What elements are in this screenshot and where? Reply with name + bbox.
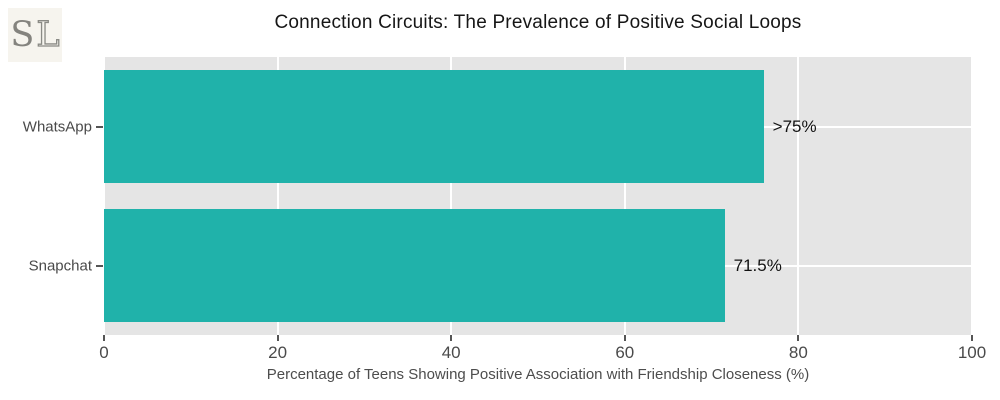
y-tick-label-snapchat: Snapchat [28,257,92,274]
logo-letter-s: S [10,14,35,55]
gridline-vertical [797,57,800,335]
y-axis-labels: WhatsApp Snapchat [0,57,92,335]
plot-area: >75% 71.5% [103,57,973,335]
x-tick-label: 100 [957,343,987,362]
x-tick-label: 60 [615,343,635,362]
x-tick-mark [797,335,800,341]
gridline-vertical [103,57,105,335]
y-tick-mark [96,125,103,128]
x-tick-label: 20 [268,343,288,362]
logo-letter-l: L [36,14,61,55]
y-tick-mark [96,264,103,267]
x-tick-mark [971,335,973,341]
gridline-vertical [276,57,279,335]
x-tick-label: 80 [788,343,808,362]
x-tick-mark [103,335,105,341]
bar-whatsapp [104,70,764,183]
y-axis-ticks [96,57,103,335]
gridline-vertical [623,57,626,335]
x-tick-label: 0 [99,343,109,362]
bar-value-label: 71.5% [733,255,782,275]
y-tick-label-whatsapp: WhatsApp [22,118,92,135]
x-axis-label: Percentage of Teens Showing Positive Ass… [266,366,810,383]
gridline-vertical [450,57,453,335]
gridline-vertical [971,57,973,335]
x-tick-mark [276,335,279,341]
bar-snapchat [104,209,725,322]
x-tick-label: 40 [441,343,461,362]
x-tick-mark [623,335,626,341]
chart-title: Connection Circuits: The Prevalence of P… [274,12,802,33]
x-tick-mark [450,335,453,341]
x-axis: 0 20 40 60 80 100 [99,335,986,365]
bar-value-label: >75% [772,116,817,136]
